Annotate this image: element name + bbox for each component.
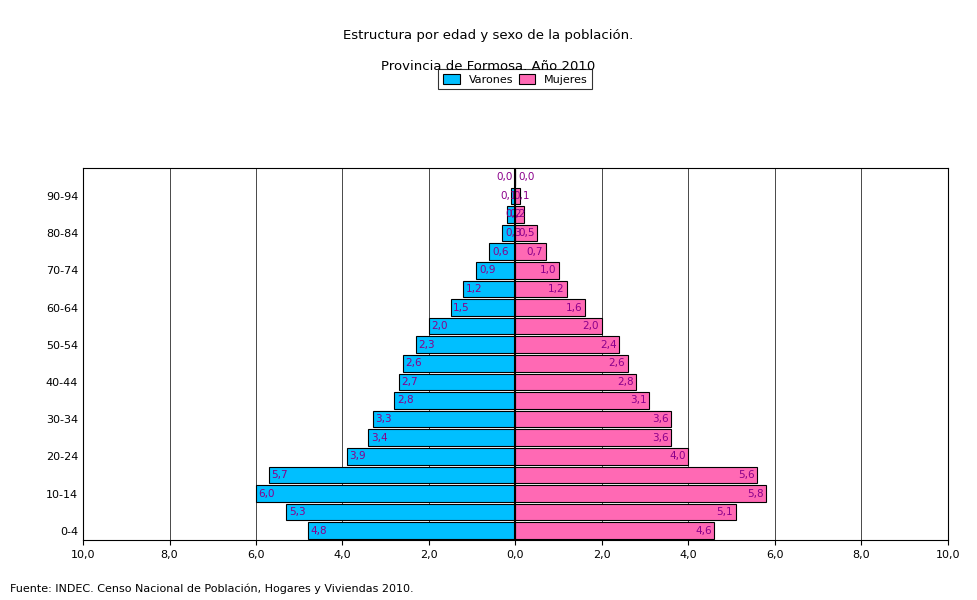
Text: 3,9: 3,9 [350,451,366,461]
Bar [368,430,516,446]
Bar [516,504,736,520]
Text: 3,1: 3,1 [630,395,647,406]
Text: 2,8: 2,8 [397,395,413,406]
Text: 1,2: 1,2 [466,284,483,294]
Bar [516,318,602,334]
Bar [269,467,516,483]
Bar [516,355,628,371]
Text: 0,7: 0,7 [527,247,543,257]
Bar [516,523,714,539]
Text: 5,1: 5,1 [717,507,734,517]
Text: 2,6: 2,6 [405,358,422,368]
Text: 1,0: 1,0 [539,265,556,275]
Text: 0,2: 0,2 [505,209,522,220]
Text: 2,8: 2,8 [617,377,634,387]
Text: 3,3: 3,3 [375,414,392,424]
Text: 2,7: 2,7 [402,377,418,387]
Bar [516,281,568,297]
Bar [516,262,559,278]
Bar [516,374,636,390]
Text: 3,6: 3,6 [652,414,668,424]
Text: 2,3: 2,3 [418,340,435,350]
Bar [516,299,584,316]
Text: 4,8: 4,8 [311,526,327,536]
Bar [516,188,520,204]
Text: 0,9: 0,9 [479,265,495,275]
Text: 0,5: 0,5 [518,228,534,238]
Text: 2,6: 2,6 [609,358,625,368]
Bar [399,374,516,390]
Text: 2,4: 2,4 [600,340,616,350]
Bar [308,523,516,539]
Bar [463,281,516,297]
Bar [286,504,516,520]
Text: 5,7: 5,7 [272,470,288,480]
Bar [372,411,516,427]
Text: Fuente: INDEC. Censo Nacional de Población, Hogares y Viviendas 2010.: Fuente: INDEC. Censo Nacional de Poblaci… [10,583,413,594]
Bar [511,188,516,204]
Bar [516,430,671,446]
Text: 0,1: 0,1 [514,191,531,201]
Bar [516,225,537,241]
Text: 3,4: 3,4 [371,433,388,443]
Bar [416,337,516,353]
Bar [477,262,516,278]
Bar [516,392,650,409]
Bar [516,467,757,483]
Bar [516,337,619,353]
Bar [347,448,516,464]
Text: 0,1: 0,1 [500,191,517,201]
Text: 0,2: 0,2 [509,209,526,220]
Text: 5,3: 5,3 [289,507,306,517]
Bar [516,244,545,260]
Bar [256,485,516,502]
Text: 2,0: 2,0 [432,321,448,331]
Bar [502,225,516,241]
Text: 4,6: 4,6 [695,526,711,536]
Bar [516,411,671,427]
Text: 5,8: 5,8 [746,488,763,499]
Text: 0,6: 0,6 [492,247,508,257]
Bar [516,448,688,464]
Text: 0,3: 0,3 [505,228,522,238]
Bar [395,392,516,409]
Bar [516,206,524,223]
Text: 3,6: 3,6 [652,433,668,443]
Bar [489,244,516,260]
Bar [429,318,516,334]
Bar [403,355,516,371]
Text: 6,0: 6,0 [259,488,276,499]
Text: 1,5: 1,5 [453,302,470,313]
Text: Estructura por edad y sexo de la población.: Estructura por edad y sexo de la poblaci… [343,29,634,43]
Text: 4,0: 4,0 [669,451,686,461]
Text: 1,2: 1,2 [548,284,565,294]
Bar [507,206,516,223]
Text: 0,0: 0,0 [518,172,534,182]
Text: 2,0: 2,0 [582,321,599,331]
Text: 0,0: 0,0 [496,172,513,182]
Text: 1,6: 1,6 [566,302,582,313]
Bar [450,299,516,316]
Text: Provincia de Formosa. Año 2010: Provincia de Formosa. Año 2010 [381,59,596,73]
Legend: Varones, Mujeres: Varones, Mujeres [439,70,592,89]
Bar [516,485,766,502]
Text: 5,6: 5,6 [739,470,755,480]
